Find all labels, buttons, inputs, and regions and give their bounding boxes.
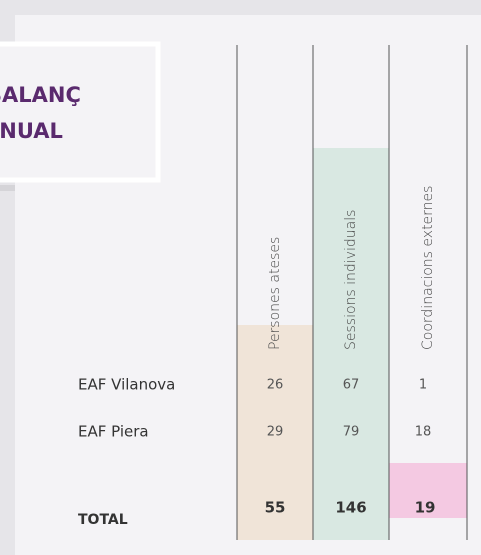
shadow [0,185,15,191]
row-label: EAF Piera [78,423,149,441]
row-label: EAF Vilanova [78,376,175,394]
cell: 18 [415,425,432,440]
column-header: Persones ateses [267,237,283,350]
cell: 29 [267,425,284,440]
total-cell: 19 [415,499,436,517]
cell: 67 [343,378,360,393]
column-bg [237,325,313,540]
cell: 79 [343,425,360,440]
total-cell: 55 [265,499,286,517]
title-line: BALANÇ [0,83,81,107]
column-bg [313,148,389,540]
title-line: ANUAL [0,119,63,143]
column-header: Sessions individuals [343,210,359,350]
cell: 26 [267,378,284,393]
cell: 1 [419,378,427,393]
row-label: TOTAL [78,512,128,528]
column-header: Coordinacions externes [420,186,436,350]
title-box [0,41,161,183]
total-cell: 146 [335,499,366,517]
column-bg [389,463,467,518]
